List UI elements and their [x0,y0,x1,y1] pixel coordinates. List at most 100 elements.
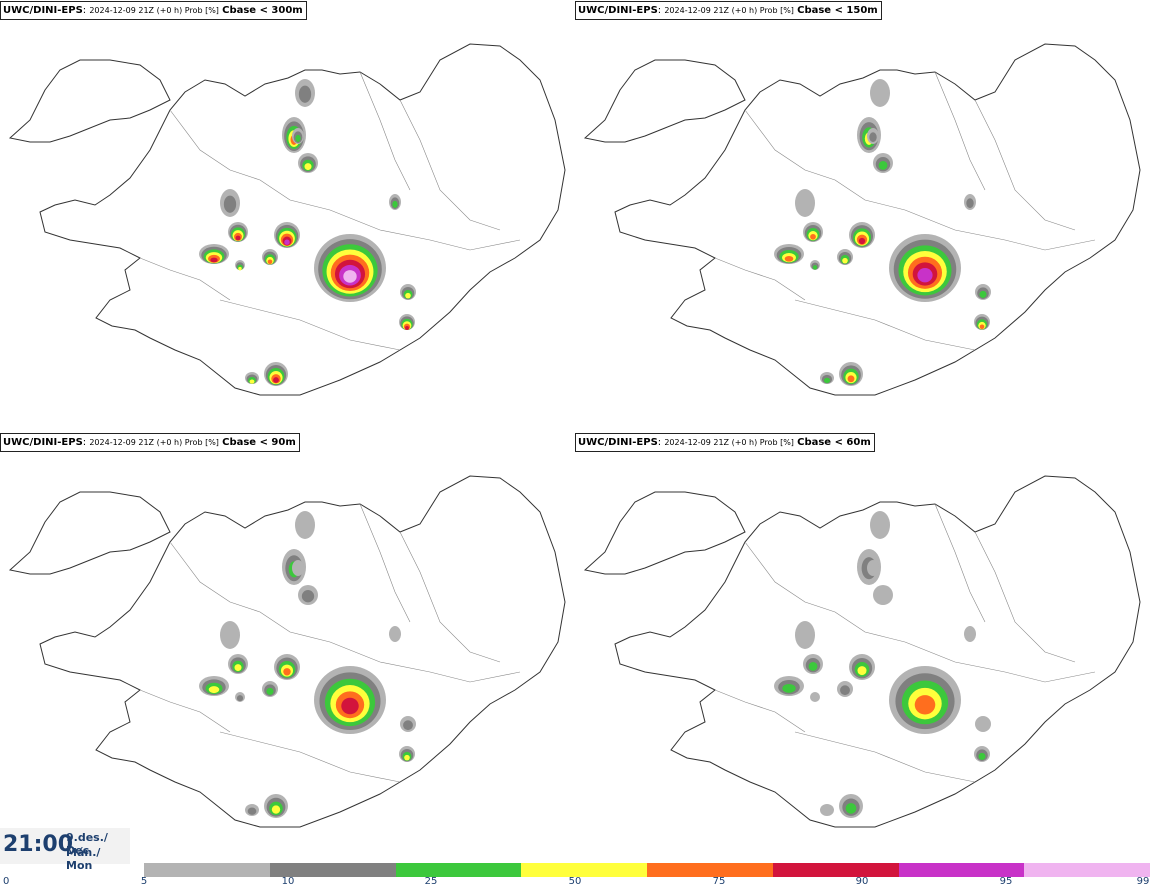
legend-tick-label: 10 [281,876,295,887]
boundary-line [399,99,501,231]
probability-contour [823,377,831,384]
probability-contour [878,160,888,170]
legend-swatch [772,863,899,877]
model-name: UWC/DINI-EPS [578,437,658,448]
boundary-line [714,257,806,301]
panel-title: UWC/DINI-EPS: 2024-12-09 21Z (+0 h) Prob… [575,433,875,452]
probability-contour [847,375,855,383]
probability-contour [301,590,315,603]
boundary-line [359,503,411,623]
threshold-label: Cbase < 90m [222,437,296,448]
map-panel-60m: UWC/DINI-EPS: 2024-12-09 21Z (+0 h) Prob… [575,432,1150,862]
probability-contour [343,270,357,283]
boundary-line [169,541,331,643]
run-meta: 2024-12-09 21Z (+0 h) Prob [%] [89,438,219,447]
probability-contour [795,621,815,649]
coastline [614,475,1141,828]
probability-contour [870,79,890,107]
model-name: UWC/DINI-EPS [3,437,83,448]
boundary-line [219,299,401,351]
map-layer [8,43,566,396]
panel-title: UWC/DINI-EPS: 2024-12-09 21Z (+0 h) Prob… [0,1,307,20]
legend-tick-label: 75 [712,876,726,887]
probability-contour [341,697,359,715]
boundary-line [139,257,231,301]
probability-contour [840,685,850,696]
probability-contour [389,626,401,642]
run-meta: 2024-12-09 21Z (+0 h) Prob [%] [664,6,794,15]
coastline [614,43,1141,396]
legend-swatch [898,863,1025,877]
boundary-line [714,689,806,733]
map-layer [583,475,1141,828]
boundary-line [359,71,411,191]
coastline [39,43,566,396]
panel-title: UWC/DINI-EPS: 2024-12-09 21Z (+0 h) Prob… [575,1,882,20]
probability-contour [234,664,242,672]
legend-swatch [269,863,396,877]
probability-contour [782,683,796,693]
probability-contour [870,511,890,539]
probability-contour [858,237,866,245]
probability-contour [304,163,312,171]
probability-contour [975,716,991,732]
valid-time: 21:00 [3,832,74,857]
legend-tick-label: 95 [999,876,1013,887]
boundary-line [974,99,1076,231]
probability-contour [842,257,848,264]
boundary-line [219,731,401,783]
probability-contour [220,621,240,649]
probability-contour [810,692,820,702]
probability-contour [236,695,244,702]
iceland-map [583,475,1141,828]
legend-swatch [144,863,270,877]
probability-contour [873,585,893,605]
probability-contour [867,560,879,576]
boundary-line [794,731,976,783]
westfjords-coastline [583,491,746,575]
probability-contour [820,804,834,816]
boundary-line [934,503,986,623]
boundary-line [139,689,231,733]
legend-swatch [647,863,773,877]
probability-contour [208,686,220,694]
probability-contour [857,666,867,676]
map-panel-90m: UWC/DINI-EPS: 2024-12-09 21Z (+0 h) Prob… [0,432,575,862]
probability-contour [292,560,304,576]
boundary-line [329,641,521,683]
valid-time-box: 21:00 9.des./ Dec Mán./ Mon [0,828,130,872]
probability-contour [810,233,816,240]
probability-contour [223,195,237,213]
panel-title: UWC/DINI-EPS: 2024-12-09 21Z (+0 h) Prob… [0,433,300,452]
probability-contour [404,754,410,761]
probability-contour [869,132,877,143]
probability-contour [266,687,274,695]
probability-contour [403,720,413,731]
threshold-label: Cbase < 300m [222,5,303,16]
probability-contour [273,377,279,383]
legend-tick-label: 90 [855,876,869,887]
probability-contour [283,668,291,676]
model-name: UWC/DINI-EPS [578,5,658,16]
probability-contour [914,695,936,715]
map-layer [8,475,566,828]
probability-contour [812,265,818,270]
probability-contour [238,266,242,271]
map-panel-150m: UWC/DINI-EPS: 2024-12-09 21Z (+0 h) Prob… [575,0,1150,430]
legend-swatch [521,863,647,877]
legend-tick-label: 0 [3,876,10,887]
probability-contour [917,268,933,283]
boundary-line [974,531,1076,663]
probability-contour [271,805,281,814]
probability-contour [295,511,315,539]
probability-contour [405,326,409,330]
iceland-map [8,475,566,828]
probability-contour [392,200,398,208]
probability-contour [966,198,974,209]
probability-contour [210,257,218,263]
boundary-line [744,109,906,211]
probability-contour [295,134,301,142]
legend-tick-label: 50 [568,876,582,887]
probability-contour [979,324,985,330]
probability-contour [405,292,411,299]
